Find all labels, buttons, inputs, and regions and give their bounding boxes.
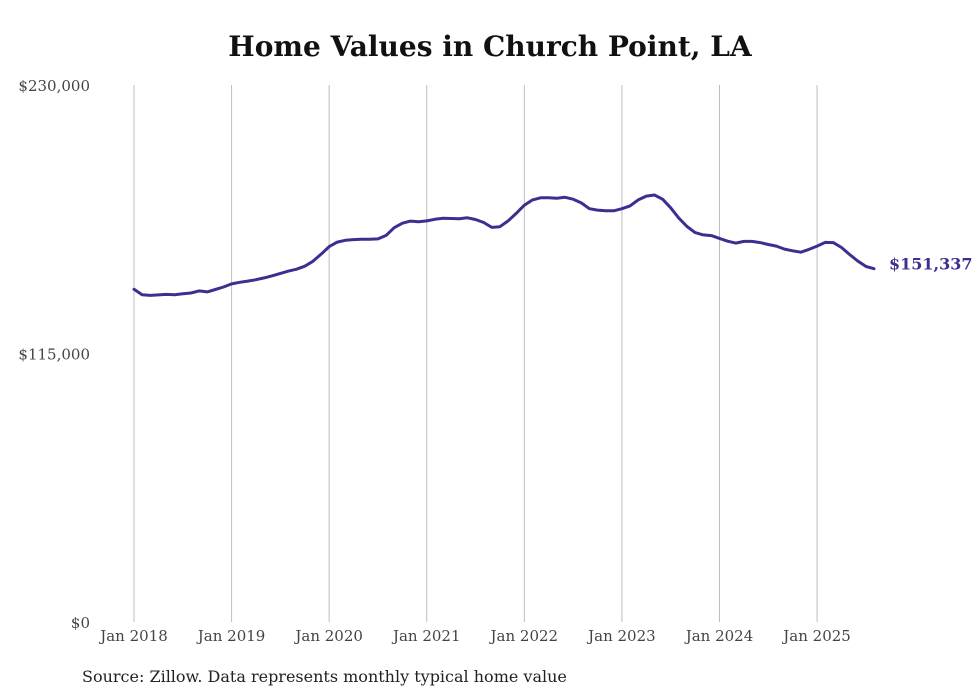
x-axis-ticks: Jan 2018 Jan 2019 Jan 2020 Jan 2021 Jan 2022… [98,627,851,645]
source-note: Source: Zillow. Data represents monthly … [82,667,567,686]
x-tick-label: Jan 2022 [489,627,559,645]
series-lines [132,193,876,297]
y-tick-label: $115,000 [18,346,90,364]
y-tick-label: $0 [71,614,90,632]
x-tick-label: Jan 2018 [98,627,168,645]
y-tick-label: $230,000 [18,77,90,95]
x-tick-label: Jan 2019 [196,627,266,645]
x-tick-label: Jan 2020 [293,627,363,645]
x-tick-label: Jan 2021 [391,627,461,645]
chart-title: Home Values in Church Point, LA [228,30,752,63]
y-axis-ticks: $0 $115,000 $230,000 [18,77,90,632]
grid-lines [133,85,818,622]
end-value-label: $151,337 [889,255,973,274]
series-line [132,193,876,297]
x-tick-label: Jan 2023 [586,627,656,645]
end-labels: $151,337 [889,255,973,274]
x-tick-label: Jan 2025 [781,627,851,645]
x-tick-label: Jan 2024 [684,627,754,645]
